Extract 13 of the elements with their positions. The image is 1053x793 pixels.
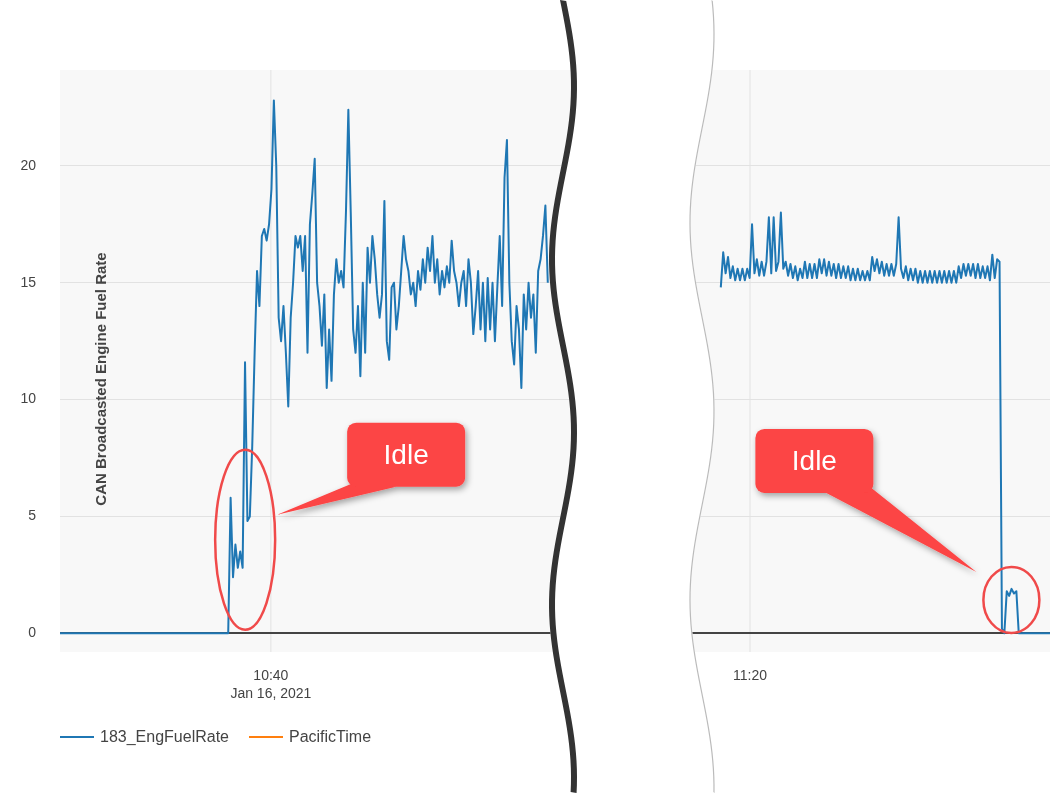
y-tick-label: 15: [20, 273, 37, 290]
y-tick-label: 5: [28, 507, 37, 524]
legend-label: PacificTime: [288, 728, 372, 746]
y-tick-label: 10: [20, 390, 37, 407]
annotation: Idle: [791, 445, 837, 477]
text: 10:40: [253, 666, 289, 683]
y-tick-label: 0: [28, 624, 37, 641]
legend-label: 183_EngFuelRate: [100, 728, 229, 746]
text: Jan 16, 2021: [230, 684, 312, 701]
y-tick-label: 20: [20, 156, 37, 173]
text: 11:20: [733, 666, 768, 683]
y-axis-title: CAN Broadcasted Engine Fuel Rate: [92, 252, 110, 506]
annotation: Idle: [383, 439, 429, 471]
